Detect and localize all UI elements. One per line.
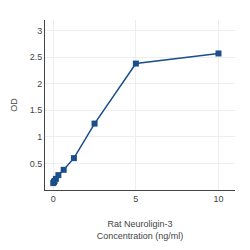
svg-text:0: 0 (51, 194, 56, 204)
svg-text:OD: OD (9, 98, 19, 112)
svg-text:2.5: 2.5 (30, 52, 43, 62)
svg-text:10: 10 (213, 194, 223, 204)
svg-text:0.5: 0.5 (30, 159, 43, 169)
svg-text:1: 1 (37, 132, 42, 142)
svg-text:Rat Neuroligin-3Concentration: Rat Neuroligin-3Concentration (ng/ml) (97, 219, 184, 241)
svg-text:3: 3 (37, 26, 42, 36)
svg-text:1.5: 1.5 (30, 105, 43, 115)
svg-text:2: 2 (37, 79, 42, 89)
svg-text:5: 5 (133, 194, 138, 204)
